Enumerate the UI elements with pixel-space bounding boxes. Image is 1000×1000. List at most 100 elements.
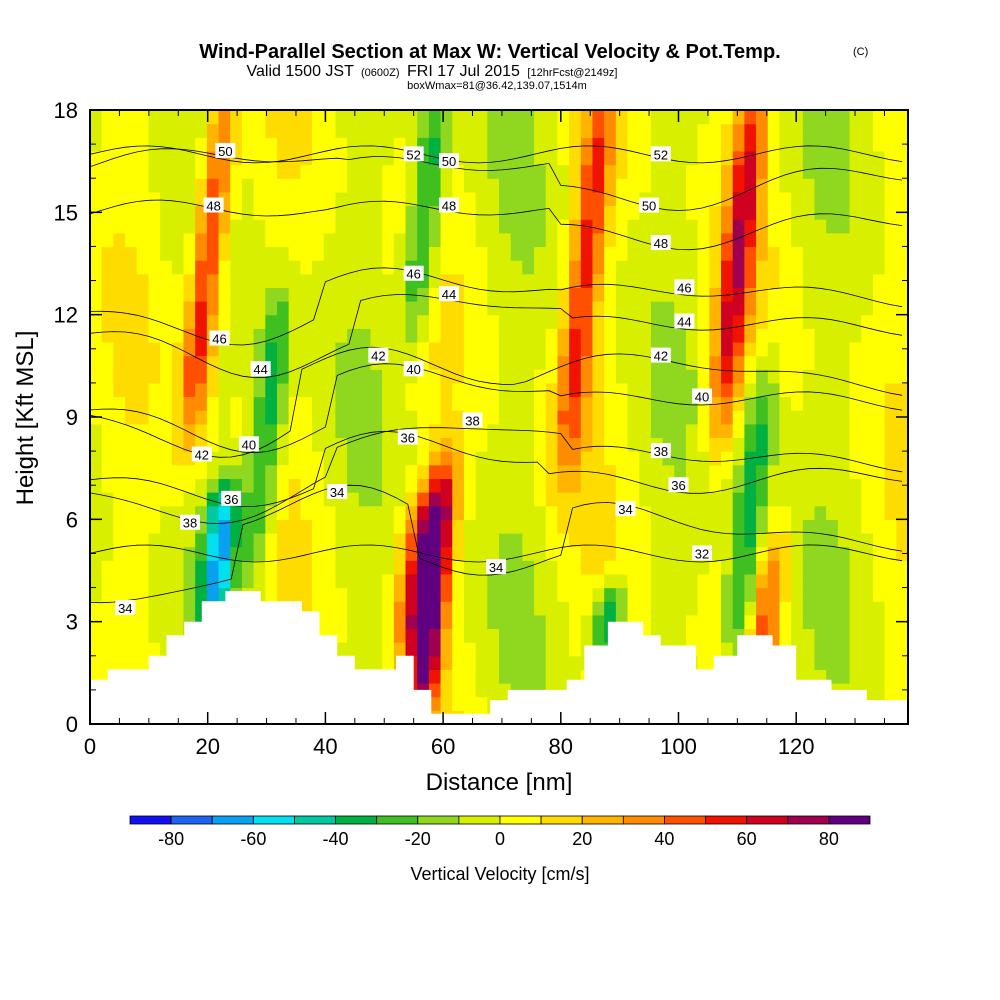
velocity-cell: [393, 273, 407, 288]
velocity-cell: [592, 301, 605, 316]
velocity-cell: [896, 328, 909, 343]
velocity-cell: [744, 478, 757, 493]
velocity-cell: [685, 246, 699, 261]
velocity-cell: [837, 301, 851, 316]
velocity-cell: [744, 123, 757, 138]
velocity-cell: [241, 150, 255, 166]
colorbar-swatch: [787, 815, 830, 825]
velocity-cell: [300, 546, 313, 561]
velocity-cell: [405, 505, 418, 520]
velocity-cell: [218, 287, 231, 302]
velocity-cell: [510, 178, 523, 193]
velocity-cell: [300, 478, 313, 493]
velocity-cell: [265, 505, 278, 520]
velocity-cell: [393, 642, 407, 657]
velocity-cell: [358, 328, 372, 343]
velocity-cell: [101, 396, 114, 411]
velocity-cell: [627, 328, 640, 343]
velocity-cell: [802, 519, 816, 534]
velocity-cell: [323, 410, 336, 425]
velocity-cell: [265, 178, 278, 193]
velocity-cell: [592, 560, 605, 575]
velocity-cell: [323, 178, 336, 193]
velocity-cell: [452, 273, 465, 288]
contour-label: 48: [438, 197, 459, 214]
velocity-cell: [534, 287, 547, 302]
velocity-cell: [791, 519, 804, 534]
velocity-cell: [510, 423, 523, 439]
velocity-cell: [288, 328, 301, 343]
velocity-cell: [510, 655, 523, 671]
velocity-cell: [569, 382, 582, 398]
velocity-cell: [791, 437, 804, 452]
velocity-cell: [756, 355, 769, 370]
velocity-cell: [545, 505, 559, 520]
velocity-cell: [662, 205, 675, 220]
velocity-cell: [802, 573, 816, 589]
velocity-cell: [534, 150, 547, 166]
velocity-cell: [370, 505, 383, 520]
velocity-cell: [440, 369, 453, 384]
velocity-cell: [697, 532, 710, 548]
velocity-cell: [615, 273, 629, 288]
velocity-cell: [522, 205, 535, 220]
velocity-cell: [791, 150, 804, 166]
velocity-cell: [323, 287, 336, 302]
velocity-cell: [837, 601, 851, 616]
velocity-cell: [195, 410, 208, 425]
velocity-cell: [872, 478, 886, 493]
velocity-cell: [732, 451, 745, 466]
velocity-cell: [382, 260, 395, 275]
velocity-cell: [580, 164, 594, 179]
velocity-cell: [347, 246, 360, 261]
velocity-cell: [136, 601, 150, 616]
velocity-cell: [370, 382, 383, 398]
velocity-cell: [288, 587, 301, 602]
velocity-cell: [557, 123, 570, 138]
velocity-cell: [779, 301, 792, 316]
colorbar-tick-label: -20: [405, 829, 431, 849]
velocity-cell: [545, 587, 559, 602]
velocity-cell: [440, 123, 453, 138]
velocity-cell: [802, 246, 816, 261]
velocity-cell: [113, 369, 126, 384]
velocity-cell: [685, 505, 699, 520]
velocity-cell: [639, 532, 652, 548]
velocity-cell: [417, 328, 430, 343]
velocity-cell: [463, 178, 477, 193]
velocity-cell: [685, 464, 699, 479]
velocity-cell: [463, 437, 477, 452]
velocity-cell: [428, 355, 442, 370]
velocity-cell: [417, 505, 430, 520]
velocity-cell: [312, 532, 325, 548]
velocity-cell: [814, 546, 827, 561]
velocity-cell: [113, 396, 126, 411]
contour-label-text: 34: [618, 502, 632, 517]
velocity-cell: [744, 560, 757, 575]
velocity-cell: [697, 301, 710, 316]
velocity-cell: [557, 546, 570, 561]
velocity-cell: [276, 314, 290, 329]
velocity-cell: [101, 123, 114, 138]
velocity-cell: [639, 601, 652, 616]
velocity-cell: [756, 191, 769, 207]
velocity-cell: [767, 410, 781, 425]
velocity-cell: [101, 410, 114, 425]
velocity-cell: [615, 464, 629, 479]
velocity-cell: [861, 355, 874, 370]
velocity-cell: [814, 532, 827, 548]
velocity-cell: [604, 164, 617, 179]
velocity-cell: [756, 123, 769, 138]
velocity-cell: [615, 314, 629, 329]
velocity-cell: [171, 423, 185, 439]
velocity-cell: [358, 410, 372, 425]
velocity-cell: [265, 260, 278, 275]
velocity-cell: [721, 642, 734, 657]
velocity-cell: [721, 273, 734, 288]
velocity-cell: [288, 546, 301, 561]
velocity-cell: [440, 219, 453, 234]
velocity-cell: [557, 260, 570, 275]
velocity-cell: [218, 532, 231, 548]
velocity-cell: [709, 505, 722, 520]
velocity-cell: [101, 437, 114, 452]
